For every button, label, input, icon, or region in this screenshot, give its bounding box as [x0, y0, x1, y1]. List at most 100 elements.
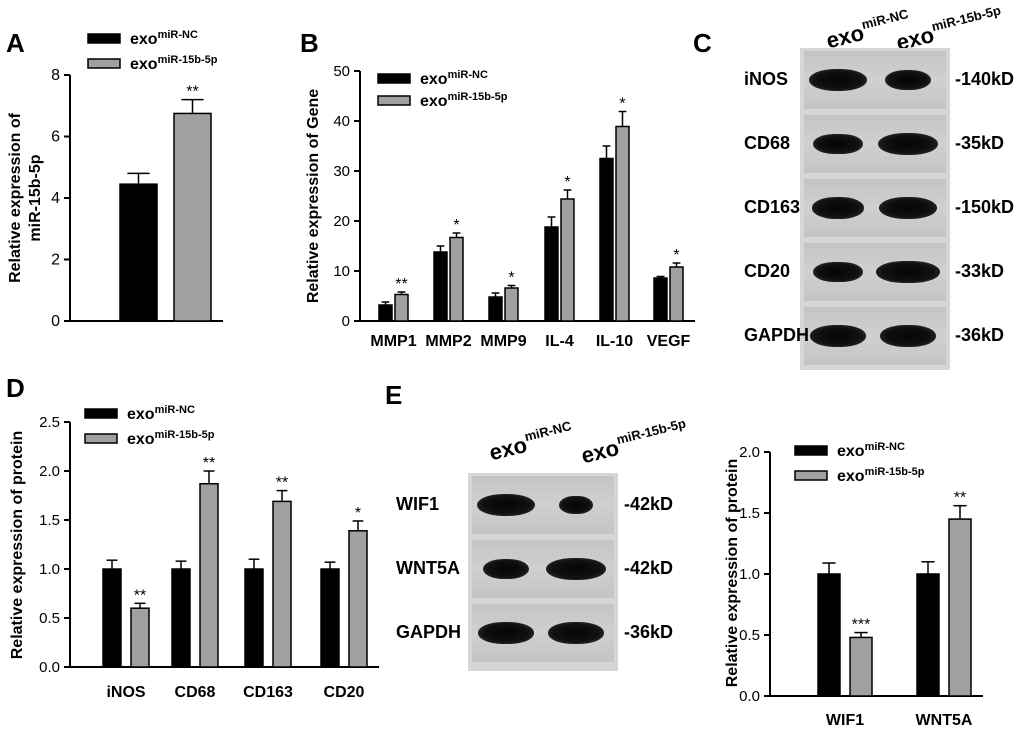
blot-c-protein-label: CD20	[744, 261, 791, 281]
chart-d-y-tick-label: 0.5	[39, 610, 60, 627]
chart-b-y-tick-label: 40	[333, 113, 350, 130]
chart-e-x-tick-label: WIF1	[826, 712, 864, 729]
blot-c-kd-label: -35kD	[955, 133, 1005, 153]
legend-label-a-1: exomiR-15b-5p	[130, 54, 218, 73]
chart-d-x-tick-label: CD20	[324, 684, 365, 701]
chart-a-y-tick-label: 4	[51, 190, 60, 207]
chart-b-bar	[544, 226, 559, 322]
blot-e-kd-label: -42kD	[624, 558, 674, 578]
chart-b-significance-label: *	[673, 247, 679, 264]
legend-label-b-0: exomiR-NC	[420, 69, 488, 88]
chart-b-bar	[488, 296, 503, 322]
chart-b-x-tick-label: MMP1	[370, 333, 416, 350]
legend-label-d-0: exomiR-NC	[127, 404, 195, 423]
blot-e-band-wnt5a-mir	[545, 557, 607, 581]
chart-a-y-tick-label: 0	[51, 313, 60, 330]
chart-b-bar	[599, 157, 614, 322]
chart-d-bar	[199, 482, 219, 668]
blot-e-band-wif1-mir	[558, 495, 594, 515]
chart-b-significance-label: *	[619, 96, 625, 113]
legend-label-e-1: exomiR-15b-5p	[837, 466, 925, 485]
chart-d-significance-label: *	[355, 505, 361, 522]
chart-b-bar	[560, 198, 575, 322]
chart-e-significance-label: ***	[852, 617, 871, 634]
panel-letter-b: B	[300, 28, 319, 58]
chart-d-y-tick-label: 1.0	[39, 561, 60, 578]
blot-c-protein-label: CD68	[744, 133, 791, 153]
chart-b-significance-label: *	[508, 270, 514, 287]
legend-label-b-1: exomiR-15b-5p	[420, 91, 508, 110]
chart-b-significance-label: **	[395, 276, 407, 293]
blot-e-kd-label: -36kD	[624, 622, 674, 642]
chart-b-x-tick-label: MMP9	[480, 333, 526, 350]
legend-swatch-b-0	[377, 73, 411, 84]
blot-c-band-inos-mir	[884, 69, 932, 91]
chart-d-bar	[348, 530, 368, 668]
chart-d-bar	[272, 500, 292, 668]
chart-d-y-tick-label: 0.0	[39, 659, 60, 676]
chart-b-x-tick-label: IL-10	[596, 333, 633, 350]
chart-a-y-tick-label: 8	[51, 67, 60, 84]
blot-c-kd-label: -140kD	[955, 69, 1015, 89]
panel-letter-e: E	[385, 380, 403, 410]
chart-d-y-label: Relative expression of protein	[9, 431, 26, 660]
blot-c-protein-label: CD163	[744, 197, 801, 217]
blot-c-kd-label: -33kD	[955, 261, 1005, 281]
chart-d-significance-label: **	[134, 587, 146, 604]
legend-swatch-d-0	[84, 408, 118, 419]
blot-c-band-inos-nc	[809, 69, 867, 91]
chart-e-bar	[916, 573, 940, 697]
chart-d-bar	[320, 568, 340, 668]
chart-a-y-tick-label: 2	[51, 252, 60, 269]
blot-c-band-cd20-nc	[813, 261, 863, 283]
chart-b-x-tick-label: VEGF	[647, 333, 691, 350]
chart-b-bar	[433, 251, 448, 322]
chart-d-bar	[102, 568, 122, 668]
legend-swatch-b-1	[377, 95, 411, 106]
chart-b-y-tick-label: 0	[342, 313, 350, 330]
chart-b-bar	[394, 293, 409, 322]
chart-b-significance-label: *	[453, 217, 459, 234]
chart-e-bar	[849, 636, 873, 697]
blot-e-band-gapdh-nc	[478, 622, 534, 644]
chart-b-y-tick-label: 20	[333, 213, 350, 230]
chart-d-x-tick-label: CD68	[175, 684, 216, 701]
panel-letter-a: A	[6, 28, 25, 58]
chart-b-bar	[504, 287, 519, 322]
chart-b-bar	[449, 236, 464, 322]
legend-label-e-0: exomiR-NC	[837, 441, 905, 460]
chart-b-y-tick-label: 10	[333, 263, 350, 280]
blot-c-band-gapdh-nc	[810, 325, 866, 347]
blot-c-band-cd68-mir	[877, 132, 939, 156]
chart-d-significance-label: **	[203, 455, 215, 472]
blot-c-band-gapdh-mir	[880, 325, 936, 347]
blot-e-protein-label: GAPDH	[396, 622, 462, 642]
blot-e-protein-label: WNT5A	[396, 558, 460, 578]
blot-c-band-cd68-nc	[813, 133, 863, 155]
chart-d-x-tick-label: iNOS	[106, 684, 145, 701]
chart-e-y-tick-label: 0.5	[739, 627, 760, 644]
chart-a-significance-label: **	[186, 84, 198, 101]
chart-e-y-label: Relative expression of protein	[724, 459, 741, 688]
chart-b-y-tick-label: 30	[333, 163, 350, 180]
chart-b-y-tick-label: 50	[333, 63, 350, 80]
western-blot-c	[800, 48, 950, 370]
legend-swatch-e-1	[794, 470, 828, 481]
blot-c-kd-label: -36kD	[955, 325, 1005, 345]
chart-d-bar	[171, 568, 191, 668]
chart-b-y-label: Relative expression of Gene	[305, 89, 322, 303]
chart-e-significance-label: **	[954, 490, 966, 507]
chart-a-bar	[173, 112, 212, 322]
blot-e-kd-label: -42kD	[624, 494, 674, 514]
blot-e-band-wif1-nc	[477, 494, 535, 516]
chart-d-y-tick-label: 2.0	[39, 463, 60, 480]
blot-c-band-cd20-mir	[876, 260, 940, 284]
chart-e-y-tick-label: 1.0	[739, 566, 760, 583]
chart-b-bar	[615, 125, 630, 322]
blot-c-protein-label: GAPDH	[744, 325, 810, 345]
legend-label-d-1: exomiR-15b-5p	[127, 429, 215, 448]
chart-a-y-tick-label: 6	[51, 129, 60, 146]
blot-e-band-wnt5a-nc	[482, 558, 530, 580]
chart-d-y-tick-label: 2.5	[39, 414, 60, 431]
legend-swatch-a-1	[87, 58, 121, 69]
